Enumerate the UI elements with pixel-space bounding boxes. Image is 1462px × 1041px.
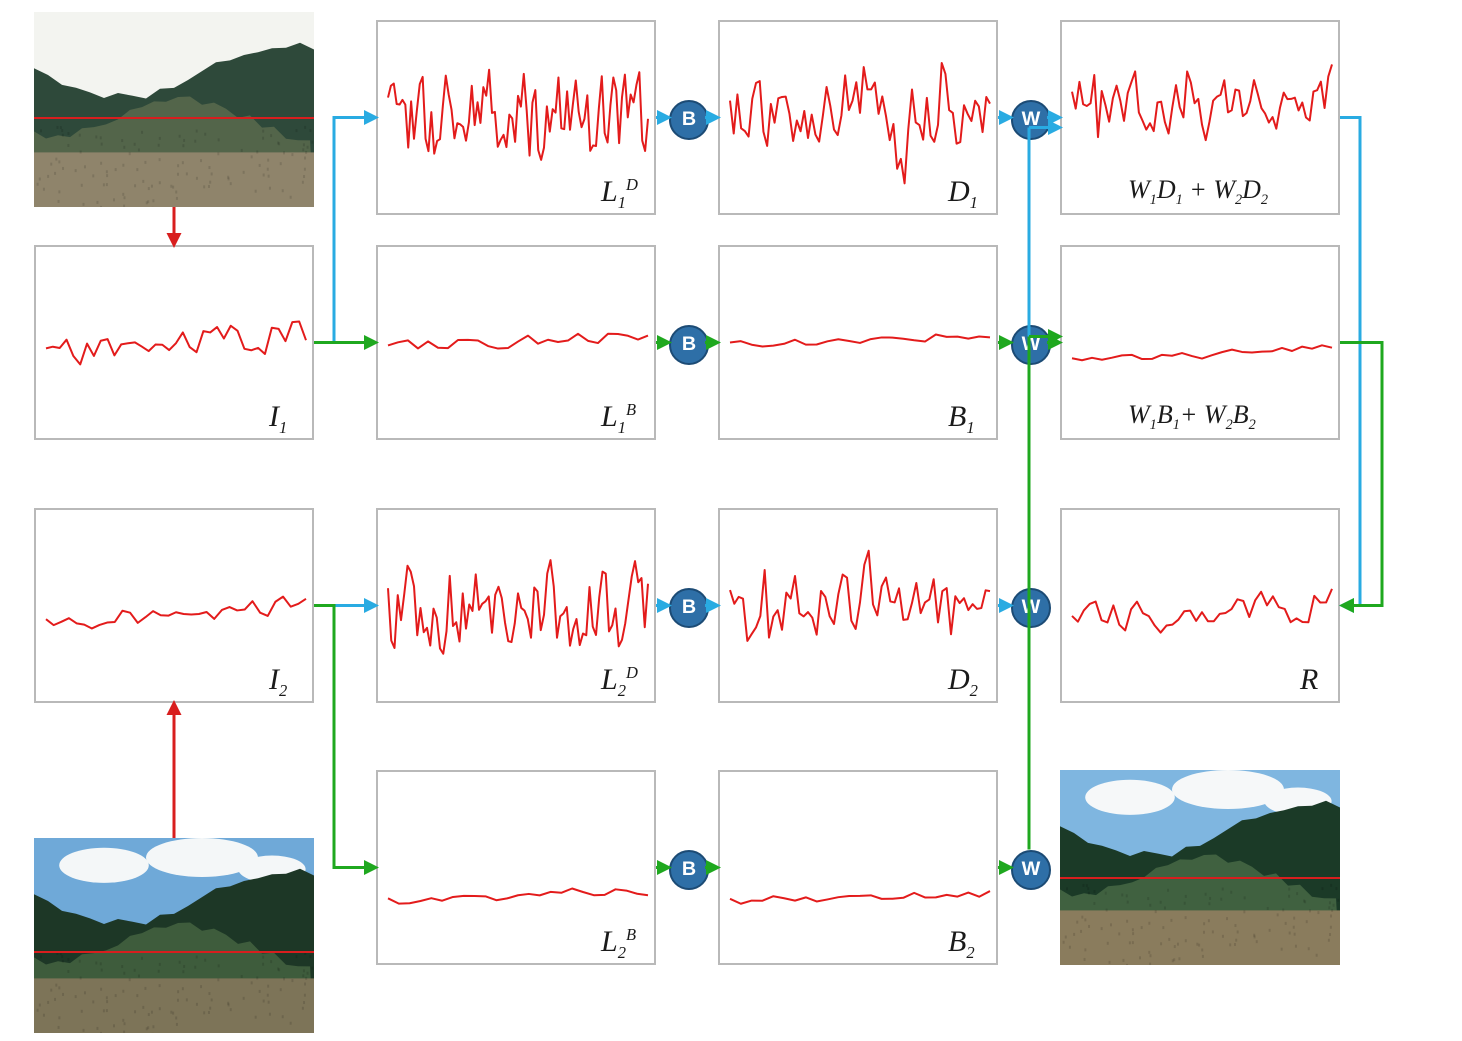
label-D1: D1: [948, 175, 978, 213]
scanline: [1060, 877, 1340, 879]
label-I2: I2: [269, 663, 287, 701]
node-W-6: W: [1011, 588, 1051, 628]
label-L2D: L2D: [601, 663, 638, 701]
photo-top: [34, 12, 314, 207]
label-L1D: L1D: [601, 175, 638, 213]
diagram-canvas: I1 I2 L1D L1B L2D L2B D1 B1 D2 B2 W1D1 + W2D2 W1B1+…: [0, 0, 1462, 1041]
photo-bottom: [34, 838, 314, 1033]
label-L2B: L2B: [601, 925, 636, 963]
label-B2: B2: [948, 925, 975, 963]
label-I1: I1: [269, 400, 287, 438]
scanline: [34, 117, 314, 119]
node-B-1: B: [669, 325, 709, 365]
node-B-3: B: [669, 850, 709, 890]
node-W-4: W: [1011, 100, 1051, 140]
panel-R: [1060, 508, 1340, 703]
photo-output: [1060, 770, 1340, 965]
node-B-0: B: [669, 100, 709, 140]
label-L1B: L1B: [601, 400, 636, 438]
label-WB: W1B1+ W2B2: [1128, 400, 1256, 434]
node-B-2: B: [669, 588, 709, 628]
scanline: [34, 951, 314, 953]
label-WD: W1D1 + W2D2: [1128, 175, 1268, 209]
label-B1: B1: [948, 400, 975, 438]
node-W-5: W: [1011, 325, 1051, 365]
label-R: R: [1300, 663, 1318, 697]
node-W-7: W: [1011, 850, 1051, 890]
label-D2: D2: [948, 663, 978, 701]
